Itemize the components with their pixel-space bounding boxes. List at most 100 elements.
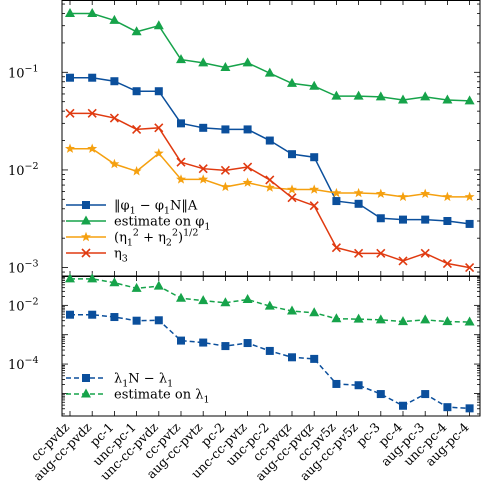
series-line — [70, 278, 470, 323]
data-point — [443, 403, 452, 412]
data-point — [153, 20, 164, 30]
data-point — [264, 182, 275, 192]
data-point — [87, 108, 97, 118]
data-point — [287, 305, 297, 315]
data-point — [443, 216, 452, 225]
data-point — [354, 381, 363, 390]
data-point — [154, 316, 163, 325]
data-point — [199, 123, 208, 132]
data-point — [220, 61, 231, 71]
data-point — [221, 342, 230, 351]
legend-label: estimate on φ1 — [114, 215, 210, 233]
data-point — [464, 95, 475, 105]
data-point — [421, 390, 430, 399]
data-point — [87, 8, 98, 18]
data-point — [109, 277, 120, 287]
legend-label: (η12 + η22)1/2 — [114, 228, 198, 249]
data-point — [132, 87, 141, 96]
data-point — [420, 91, 431, 101]
data-point — [198, 174, 209, 184]
data-point — [465, 263, 475, 273]
data-point — [109, 14, 120, 24]
data-point — [309, 201, 319, 211]
data-point — [243, 339, 252, 348]
data-point — [132, 316, 141, 325]
y-tick-label: 10−4 — [8, 355, 39, 373]
y-tick-label: 10−2 — [8, 296, 39, 314]
data-point — [176, 174, 186, 184]
data-point — [65, 273, 75, 283]
data-point — [221, 125, 230, 134]
data-point — [110, 77, 119, 86]
data-point — [309, 307, 320, 317]
legend-label: ‖φ1 − φ1N‖A — [114, 199, 198, 217]
data-point — [420, 314, 431, 324]
data-point — [132, 124, 142, 134]
data-point — [288, 353, 296, 362]
data-point — [310, 153, 319, 162]
data-point — [465, 219, 474, 228]
data-point — [353, 90, 364, 100]
data-point — [398, 316, 408, 326]
data-point — [265, 346, 274, 355]
data-point — [109, 113, 119, 123]
data-point — [87, 143, 98, 153]
x-axis: cc-pvdzaug-cc-pvdzpc-1unc-pc-1unc-cc-pvd… — [28, 419, 472, 483]
data-point — [265, 136, 274, 145]
series-0 — [66, 310, 474, 413]
data-point — [177, 336, 185, 345]
data-point — [465, 404, 474, 413]
data-point — [331, 90, 342, 100]
data-point — [264, 67, 275, 77]
data-point — [353, 313, 364, 323]
data-point — [420, 248, 430, 258]
data-point — [309, 80, 320, 90]
y-tick-label: 10−1 — [8, 63, 39, 81]
data-point — [442, 191, 453, 202]
data-point — [376, 248, 386, 258]
data-point — [153, 280, 164, 290]
data-point — [442, 258, 452, 269]
data-point — [399, 215, 407, 224]
data-point — [87, 273, 98, 283]
legend-marker — [82, 374, 90, 382]
data-point — [354, 199, 363, 208]
data-point — [242, 177, 253, 187]
series-2 — [65, 143, 475, 202]
data-point — [220, 297, 231, 307]
data-point — [288, 150, 296, 159]
data-point — [220, 181, 231, 192]
data-point — [375, 314, 386, 324]
data-point — [420, 188, 431, 198]
data-point — [353, 187, 364, 198]
y-tick-label: 10−3 — [8, 259, 39, 277]
data-point — [442, 94, 453, 104]
data-point — [331, 243, 341, 253]
legend-label: λ1N − λ1 — [114, 372, 173, 390]
data-point — [354, 248, 364, 258]
data-point — [309, 184, 320, 194]
data-point — [421, 215, 430, 224]
series-1 — [65, 8, 475, 105]
data-point — [198, 295, 209, 305]
series-0 — [66, 73, 474, 228]
data-point — [376, 214, 385, 223]
data-point — [287, 193, 297, 203]
data-point — [176, 54, 186, 64]
data-point — [442, 316, 453, 326]
data-point — [65, 108, 75, 118]
data-point — [243, 162, 253, 172]
data-point — [375, 188, 386, 198]
legend-marker — [81, 248, 91, 258]
data-point — [398, 94, 408, 104]
data-point — [375, 91, 386, 101]
data-point — [177, 119, 185, 128]
data-point — [176, 157, 186, 167]
data-point — [398, 256, 408, 266]
series-1 — [65, 273, 475, 326]
data-point — [242, 57, 253, 67]
